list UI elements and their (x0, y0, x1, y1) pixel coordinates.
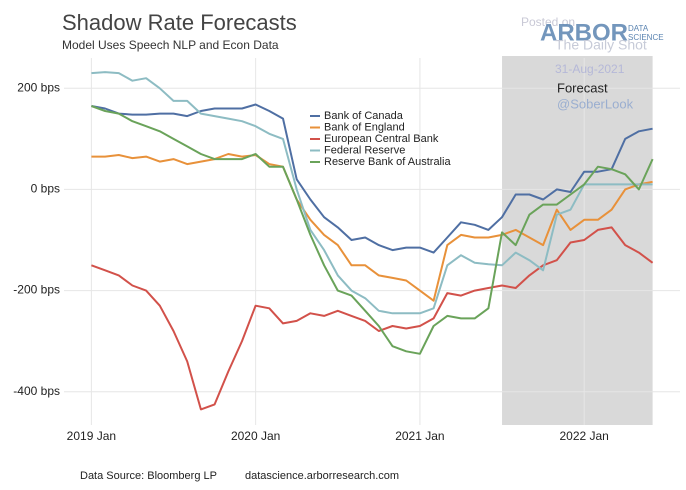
logo-text: DATA (628, 24, 649, 33)
watermark: The Daily Shot (555, 37, 647, 53)
legend-label: Federal Reserve (324, 144, 405, 156)
series-line (91, 103, 653, 254)
series-line (91, 226, 654, 411)
forecast-label: Forecast (557, 80, 608, 95)
footer-source: Data Source: Bloomberg LP (80, 470, 217, 482)
chart-title: Shadow Rate Forecasts (62, 10, 297, 35)
legend-label: Bank of England (324, 121, 405, 133)
series-line (91, 105, 654, 355)
x-tick-label: 2021 Jan (395, 429, 444, 443)
x-tick-label: 2022 Jan (559, 429, 608, 443)
y-tick-label: 200 bps (17, 80, 60, 94)
footer-url: datascience.arborresearch.com (245, 470, 399, 482)
watermark: 31-Aug-2021 (555, 62, 625, 76)
watermark: Posted on (521, 15, 575, 29)
y-tick-label: -200 bps (13, 283, 60, 297)
chart-subtitle: Model Uses Speech NLP and Econ Data (62, 38, 279, 52)
logo-text: SCIENCE (628, 33, 664, 42)
watermark: @SoberLook (557, 96, 634, 111)
x-tick-label: 2020 Jan (231, 429, 280, 443)
legend-label: Bank of Canada (324, 110, 404, 122)
legend-label: Reserve Bank of Australia (324, 156, 451, 168)
legend-label: European Central Bank (324, 133, 439, 145)
y-tick-label: 0 bps (31, 182, 60, 196)
x-tick-label: 2019 Jan (67, 429, 116, 443)
y-tick-label: -400 bps (13, 384, 60, 398)
logo-text: ARBOR (540, 19, 628, 46)
series-line (91, 71, 653, 315)
